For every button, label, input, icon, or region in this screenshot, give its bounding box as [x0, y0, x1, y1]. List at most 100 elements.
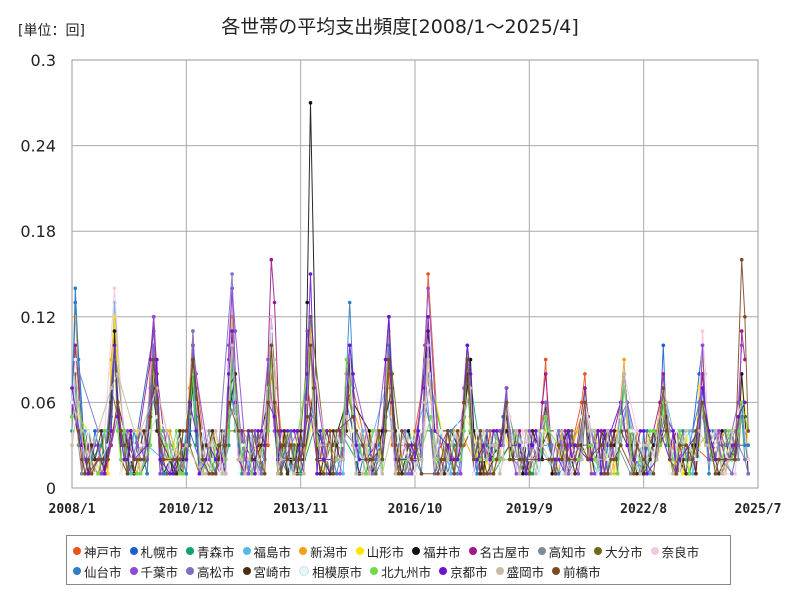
legend-marker-icon	[650, 547, 659, 555]
series-point-盛岡市	[436, 429, 440, 433]
series-point-相模原市	[119, 471, 123, 476]
series-point-前橋市	[436, 471, 440, 476]
series-point-盛岡市	[220, 471, 225, 476]
legend-marker-icon	[129, 547, 138, 555]
series-point-奈良市	[723, 471, 728, 476]
series-point-前橋市	[272, 400, 277, 405]
series-point-前橋市	[285, 457, 290, 462]
series-point-北九州市	[119, 457, 123, 462]
series-point-前橋市	[576, 443, 581, 448]
series-point-名古屋市	[658, 400, 662, 405]
series-point-前橋市	[651, 471, 656, 476]
series-point-盛岡市	[586, 429, 590, 433]
series-point-前橋市	[155, 400, 159, 405]
series-point-前橋市	[733, 457, 737, 462]
series-point-相模原市	[553, 429, 558, 433]
series-point-北九州市	[148, 443, 153, 448]
series-point-京都市	[197, 471, 202, 476]
series-point-京都市	[354, 443, 359, 448]
series-point-北九州市	[174, 429, 179, 433]
series-point-名古屋市	[148, 357, 153, 362]
series-point-盛岡市	[374, 429, 378, 433]
series-point-福井市	[305, 300, 310, 305]
series-point-盛岡市	[501, 457, 506, 462]
series-point-相模原市	[439, 429, 443, 433]
series-point-前橋市	[511, 457, 515, 462]
series-point-千葉市	[739, 343, 744, 348]
series-point-前橋市	[171, 457, 176, 462]
series-point-高松市	[455, 471, 460, 476]
series-point-前橋市	[507, 457, 512, 462]
series-point-北九州市	[478, 457, 483, 462]
series-point-札幌市	[93, 429, 97, 433]
series-point-山形市	[681, 471, 685, 476]
legend-label: 福島市	[253, 544, 292, 560]
series-point-仙台市	[556, 471, 561, 476]
series-point-相模原市	[472, 471, 476, 476]
series-point-北九州市	[249, 471, 254, 476]
series-point-前橋市	[305, 414, 310, 419]
series-point-千葉市	[707, 457, 711, 462]
legend-marker-icon	[299, 566, 310, 576]
series-point-前橋市	[210, 471, 215, 476]
series-point-京都市	[455, 457, 460, 462]
series-point-名古屋市	[543, 372, 548, 376]
series-point-盛岡市	[423, 400, 427, 405]
series-point-北九州市	[491, 457, 496, 462]
series-point-前橋市	[602, 471, 607, 476]
series-point-奈良市	[521, 429, 525, 433]
series-point-前橋市	[99, 457, 104, 462]
series-point-名古屋市	[540, 400, 545, 405]
series-point-相模原市	[240, 443, 244, 448]
series-point-盛岡市	[445, 457, 450, 462]
series-point-盛岡市	[406, 457, 411, 462]
series-point-高知市	[628, 471, 633, 476]
series-point-千葉市	[266, 357, 270, 362]
series-point-千葉市	[227, 343, 231, 348]
series-point-前橋市	[743, 315, 747, 319]
series-point-名古屋市	[325, 429, 329, 433]
series-point-京都市	[677, 457, 682, 462]
series-point-前橋市	[311, 386, 316, 390]
series-point-盛岡市	[579, 457, 584, 462]
series-point-相模原市	[651, 457, 656, 462]
series-point-宮崎市	[400, 471, 404, 476]
series-point-高松市	[550, 443, 554, 448]
series-point-前橋市	[472, 457, 476, 462]
series-point-北九州市	[70, 414, 74, 419]
series-point-盛岡市	[262, 429, 267, 433]
series-point-相模原市	[534, 443, 538, 448]
series-point-京都市	[184, 457, 189, 462]
series-point-千葉市	[717, 429, 721, 433]
series-point-京都市	[468, 372, 473, 376]
series-point-前橋市	[478, 429, 483, 433]
series-point-前橋市	[465, 357, 470, 362]
legend-label: 新潟市	[310, 544, 348, 560]
series-point-相模原市	[217, 471, 221, 476]
series-point-福島市	[648, 471, 652, 476]
series-point-北九州市	[370, 429, 375, 433]
series-point-盛岡市	[419, 457, 424, 462]
legend-label: 福井市	[423, 544, 461, 560]
series-point-奈良市	[256, 471, 261, 476]
series-point-盛岡市	[115, 372, 120, 376]
series-point-盛岡市	[432, 457, 437, 462]
legend-label: 青森市	[197, 544, 235, 560]
series-point-京都市	[272, 414, 277, 419]
series-point-前橋市	[400, 429, 404, 433]
series-point-前橋市	[115, 400, 120, 405]
series-point-神戸市	[426, 272, 430, 276]
series-point-京都市	[517, 443, 522, 448]
series-point-盛岡市	[628, 457, 633, 462]
series-point-前橋市	[213, 471, 218, 476]
series-point-前橋市	[387, 357, 391, 362]
series-point-盛岡市	[560, 429, 564, 433]
series-point-京都市	[315, 471, 319, 476]
series-point-前橋市	[308, 343, 313, 348]
series-point-千葉市	[514, 471, 519, 476]
legend-marker-icon	[370, 567, 379, 575]
series-point-前橋市	[717, 457, 721, 462]
series-point-前橋市	[217, 443, 221, 448]
series-point-前橋市	[599, 443, 603, 448]
series-point-京都市	[524, 471, 528, 476]
